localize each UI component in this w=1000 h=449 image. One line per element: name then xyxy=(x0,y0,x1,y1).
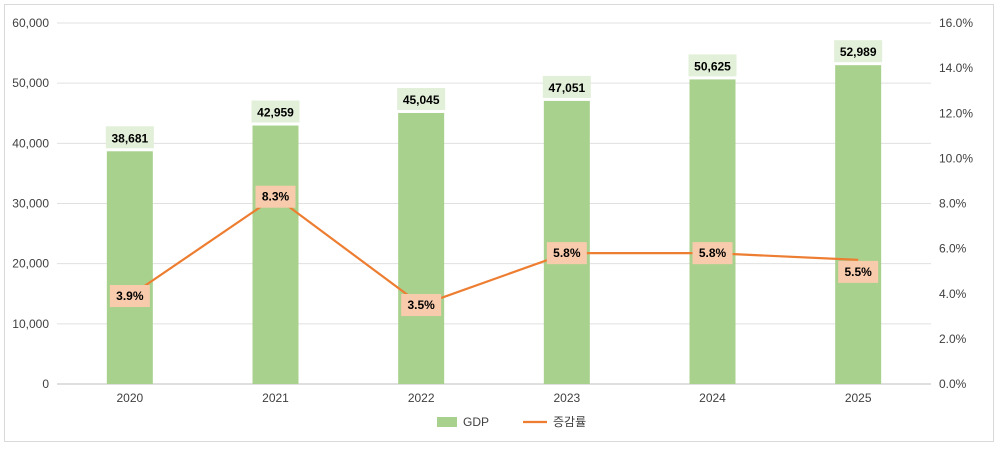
rate-line xyxy=(129,195,859,307)
x-category-label: 2021 xyxy=(262,391,289,405)
gdp-label-box xyxy=(834,40,883,63)
chart-frame: 0 10,000 20,000 30,000 40,000 50,000 60,000 0.0… xyxy=(4,4,994,442)
gdp-chart: 0 10,000 20,000 30,000 40,000 50,000 60,000 0.0… xyxy=(12,16,973,429)
rate-label-box xyxy=(838,260,879,283)
gdp-label-box xyxy=(397,87,446,110)
y-left-tick-label: 10,000 xyxy=(12,317,49,331)
legend-gdp-label: GDP xyxy=(463,415,489,429)
rate-label-box xyxy=(546,242,587,265)
y-right-tick-label: 14.0% xyxy=(939,61,973,75)
y-left-tick-label: 0 xyxy=(42,377,49,391)
x-category-label: 2025 xyxy=(845,391,872,405)
x-category-label: 2020 xyxy=(116,391,143,405)
x-category-label: 2022 xyxy=(408,391,435,405)
rate-data-label: 5.8% xyxy=(699,246,727,260)
rate-data-label: 3.5% xyxy=(407,298,435,312)
gdp-bar xyxy=(106,151,153,384)
y-right-tick-label: 10.0% xyxy=(939,151,973,165)
gdp-data-label: 38,681 xyxy=(111,131,148,145)
y-right-tick-label: 2.0% xyxy=(939,332,967,346)
gdp-label-box xyxy=(251,100,300,123)
legend-rate-label: 증감률 xyxy=(553,415,586,429)
rate-label-box xyxy=(692,242,733,265)
y-left-tick-label: 50,000 xyxy=(12,76,49,90)
gdp-bar xyxy=(835,65,882,384)
gdp-label-box xyxy=(105,126,154,149)
y-right-tick-label: 0.0% xyxy=(939,377,967,391)
rate-label-box xyxy=(255,185,296,208)
gdp-data-label: 50,625 xyxy=(694,59,731,73)
x-category-label: 2024 xyxy=(699,391,726,405)
rate-data-label: 3.9% xyxy=(116,289,144,303)
gdp-data-label: 47,051 xyxy=(548,81,585,95)
gdp-data-label: 42,959 xyxy=(257,106,294,120)
y-right-tick-label: 8.0% xyxy=(939,197,967,211)
gdp-bar xyxy=(398,112,445,384)
rate-data-label: 5.5% xyxy=(844,265,872,279)
y-right-tick-label: 16.0% xyxy=(939,16,973,30)
rate-label-box xyxy=(401,294,442,317)
x-category-label: 2023 xyxy=(553,391,580,405)
rate-data-label: 5.8% xyxy=(553,246,581,260)
y-left-tick-label: 60,000 xyxy=(12,16,49,30)
rate-data-label: 8.3% xyxy=(262,190,290,204)
y-right-tick-label: 4.0% xyxy=(939,287,967,301)
gdp-label-box xyxy=(542,75,591,98)
y-left-tick-label: 40,000 xyxy=(12,136,49,150)
gdp-bar xyxy=(689,79,736,384)
rate-label-box xyxy=(109,285,150,308)
gdp-data-label: 52,989 xyxy=(840,45,877,59)
y-left-tick-label: 30,000 xyxy=(12,197,49,211)
y-right-tick-label: 6.0% xyxy=(939,242,967,256)
gdp-data-label: 45,045 xyxy=(403,93,440,107)
y-left-tick-label: 20,000 xyxy=(12,257,49,271)
gdp-bar xyxy=(252,125,299,384)
gdp-label-box xyxy=(688,54,737,77)
y-right-tick-label: 12.0% xyxy=(939,106,973,120)
legend-gdp-swatch xyxy=(437,417,457,427)
